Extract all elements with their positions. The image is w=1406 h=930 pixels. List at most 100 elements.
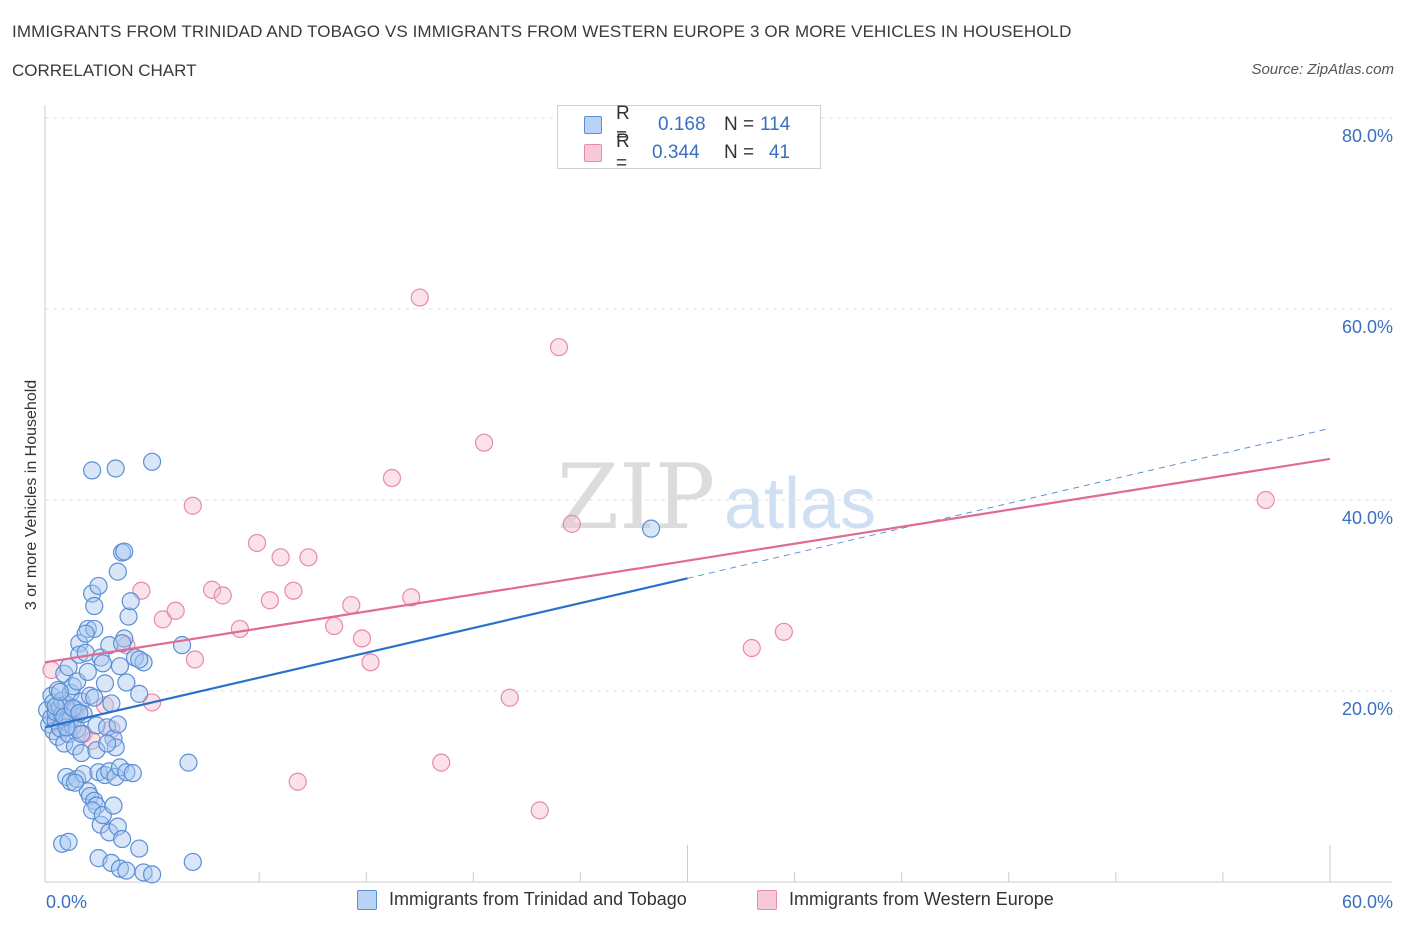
scatter-point — [98, 734, 117, 753]
scatter-point — [115, 542, 134, 561]
scatter-point — [85, 619, 104, 639]
legend-r-value: 0.168 — [658, 114, 706, 135]
grid-lines — [45, 117, 1392, 692]
scatter-point — [402, 588, 421, 607]
scatter-point — [50, 682, 70, 702]
scatter-point — [774, 622, 793, 641]
scatter-point — [432, 753, 451, 772]
bottom-legend-western-europe: Immigrants from Western Europe — [757, 889, 1054, 910]
scatter-point — [271, 548, 290, 567]
bottom-legend-swatch-blue — [357, 889, 377, 910]
scatter-point — [166, 601, 185, 620]
scatter-point — [153, 610, 172, 629]
scatter-point — [284, 581, 303, 600]
legend-swatch-pink — [584, 144, 602, 162]
scatter-point — [112, 634, 132, 653]
legend-row-western-europe: R = 0.344 N = 41 — [584, 131, 790, 174]
bottom-legend-swatch-pink — [757, 889, 777, 910]
trend-line-trinidad — [44, 577, 688, 729]
legend-r-value: 0.344 — [652, 142, 700, 163]
scatter-point — [142, 865, 162, 884]
x-tick-label-max: 60.0% — [1342, 892, 1393, 912]
legend-r-label: R = — [616, 103, 630, 146]
scatter-point — [288, 772, 307, 791]
stats-legend: R = 0.168 N = 114 R = 0.344 N = 41 — [557, 103, 821, 174]
scatter-point — [110, 859, 130, 878]
trend-line-western-europe — [44, 457, 1331, 664]
x-tick-label-min: 0.0% — [46, 892, 87, 912]
scatter-point — [562, 514, 581, 533]
scatter-point — [121, 592, 140, 611]
scatter-point — [117, 763, 136, 782]
y-tick-label: 80.0% — [1342, 126, 1393, 146]
scatter-point — [98, 718, 117, 737]
legend-n-value: 114 — [760, 114, 791, 135]
legend-n-label: N = — [724, 114, 755, 135]
scatter-point — [474, 433, 494, 452]
scatter-point — [106, 738, 125, 757]
scatter-point — [108, 715, 127, 734]
scatter-point — [202, 580, 222, 599]
scatter-point — [130, 839, 149, 858]
tick-labels: 20.0% 40.0% 60.0% 80.0% 0.0% 60.0% — [46, 126, 1393, 912]
y-tick-label: 20.0% — [1342, 699, 1393, 719]
scatter-point — [117, 861, 136, 880]
scatter-point — [179, 753, 198, 772]
watermark: ZIP atlas — [557, 445, 876, 550]
scatter-point — [119, 607, 138, 626]
chart-subtitle: CORRELATION CHART — [12, 61, 197, 80]
scatter-point — [102, 694, 121, 713]
scatter-point — [299, 548, 318, 567]
scatter-point — [742, 638, 761, 658]
scatter-point — [213, 586, 232, 605]
scatter-point — [53, 834, 72, 853]
scatter-point — [87, 741, 106, 760]
y-tick-label: 40.0% — [1342, 508, 1393, 528]
y-tick-label: 60.0% — [1342, 317, 1393, 337]
scatter-point — [76, 624, 95, 643]
scatter-point — [106, 459, 125, 478]
y-axis-label: 3 or more Vehicles in Household — [23, 379, 40, 611]
scatter-point — [410, 288, 429, 307]
scatter-point — [59, 832, 78, 851]
legend-row-trinidad: R = 0.168 N = 114 — [584, 103, 791, 146]
scatter-point — [123, 764, 142, 783]
scatter-point — [78, 662, 97, 682]
scatter-point — [85, 596, 104, 616]
scatter-point — [641, 519, 661, 538]
trend-lines — [44, 427, 1331, 729]
scatter-point — [112, 829, 132, 849]
scatter-point — [89, 576, 108, 596]
scatter-point — [117, 673, 136, 692]
scatter-point — [106, 767, 125, 787]
scatter-point — [108, 562, 127, 581]
scatter-point — [72, 743, 91, 763]
legend-n-label: N = — [724, 142, 755, 163]
scatter-point — [70, 703, 89, 723]
scatter-point — [230, 619, 249, 639]
legend-swatch-blue — [584, 116, 602, 134]
bottom-legend-label: Immigrants from Trinidad and Tobago — [389, 889, 687, 909]
scatter-point — [104, 796, 123, 815]
scatter-point — [361, 653, 380, 672]
scatter-point — [65, 773, 85, 792]
scatter-point — [142, 452, 162, 471]
western-europe-points — [42, 288, 1275, 820]
scatter-point — [549, 338, 569, 357]
scatter-point — [83, 801, 102, 820]
legend-n-value: 41 — [768, 142, 790, 163]
chart-title: IMMIGRANTS FROM TRINIDAD AND TOBAGO VS I… — [12, 22, 1072, 41]
source-credit: Source: ZipAtlas.com — [1251, 61, 1394, 78]
scatter-point — [530, 801, 549, 820]
scatter-point — [352, 629, 372, 648]
scatter-point — [185, 650, 205, 669]
scatter-point — [325, 616, 344, 636]
scatter-point — [85, 688, 104, 707]
scatter-point — [382, 468, 402, 488]
scatter-point — [95, 674, 115, 693]
bottom-legend-label: Immigrants from Western Europe — [789, 889, 1054, 909]
scatter-point — [93, 654, 112, 673]
scatter-point — [72, 724, 91, 744]
scatter-point — [183, 852, 202, 872]
